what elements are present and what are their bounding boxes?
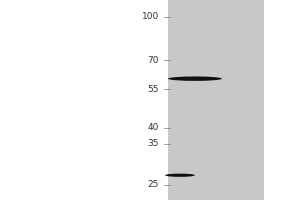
Text: 35: 35 (148, 139, 159, 148)
Text: 25: 25 (148, 180, 159, 189)
Text: 55: 55 (148, 85, 159, 94)
Ellipse shape (168, 76, 222, 81)
Text: 70: 70 (148, 56, 159, 65)
FancyBboxPatch shape (168, 0, 264, 200)
Text: 100: 100 (142, 12, 159, 21)
Ellipse shape (165, 174, 195, 177)
Text: 40: 40 (148, 123, 159, 132)
